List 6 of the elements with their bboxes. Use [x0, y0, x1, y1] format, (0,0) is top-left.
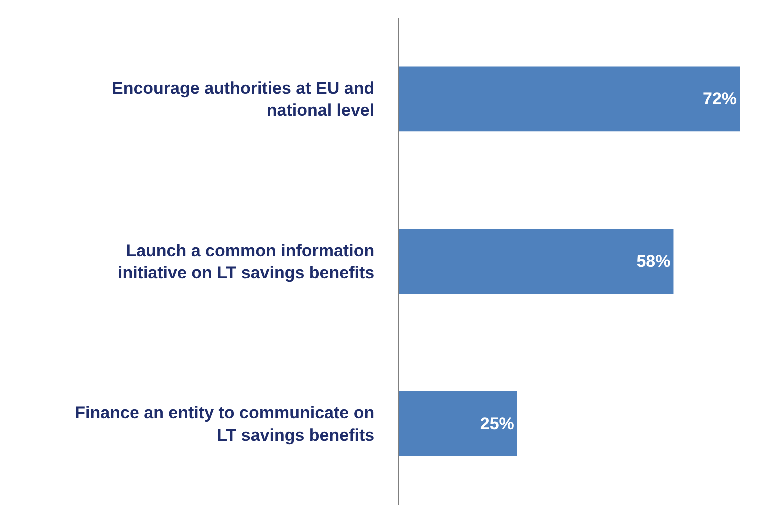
- y-tick-label: Launch a common information initiative on LT savings benefits: [118, 241, 375, 282]
- data-label: 58%: [636, 252, 671, 271]
- y-tick-label: Encourage authorities at EU and national level: [112, 79, 375, 120]
- data-label: 72%: [703, 90, 738, 109]
- data-label: 25%: [480, 414, 514, 434]
- y-tick-label: Finance an entity to communicate on LT savings benefits: [75, 404, 375, 445]
